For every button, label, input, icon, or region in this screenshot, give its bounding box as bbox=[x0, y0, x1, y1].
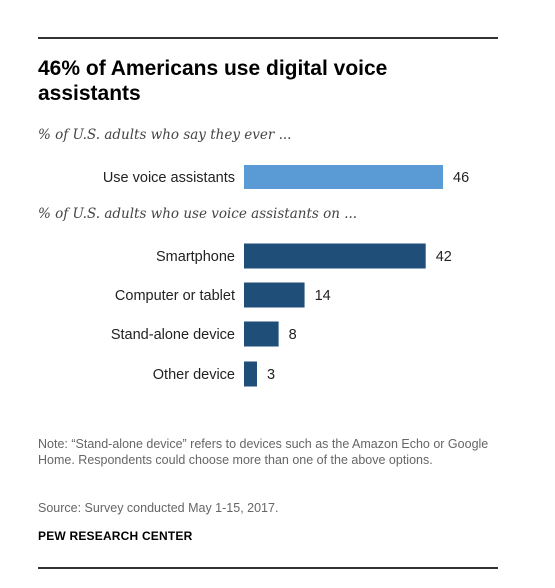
category-label-smartphone: Smartphone bbox=[156, 249, 235, 265]
top-rule bbox=[38, 37, 498, 39]
value-label-use-voice-assistants: 46 bbox=[453, 170, 469, 186]
bar-other-device bbox=[244, 361, 257, 387]
bar-use-voice-assistants bbox=[244, 165, 443, 189]
category-label-computer-or-tablet: Computer or tablet bbox=[115, 288, 235, 304]
category-label-use-voice-assistants: Use voice assistants bbox=[103, 170, 235, 186]
subtitle-ever: % of U.S. adults who say they ever ... bbox=[38, 127, 292, 143]
chart-title: 46% of Americans use digital voice assis… bbox=[38, 57, 388, 105]
category-label-stand-alone-device: Stand-alone device bbox=[111, 327, 235, 343]
bar-smartphone bbox=[244, 243, 426, 269]
value-label-computer-or-tablet: 14 bbox=[315, 288, 331, 304]
chart-source: Source: Survey conducted May 1-15, 2017. bbox=[38, 501, 279, 515]
bottom-rule bbox=[38, 567, 498, 569]
value-label-other-device: 3 bbox=[267, 367, 275, 383]
pew-credit: PEW RESEARCH CENTER bbox=[38, 529, 193, 543]
chart-note: Note: “Stand-alone device” refers to dev… bbox=[38, 437, 489, 467]
value-label-stand-alone-device: 8 bbox=[289, 327, 297, 343]
category-label-other-device: Other device bbox=[153, 367, 235, 383]
bar-stand-alone-device bbox=[244, 321, 279, 347]
bar-computer-or-tablet bbox=[244, 282, 305, 308]
bar-chart: Use voice assistants 46 Smartphone 42 Comput… bbox=[103, 165, 469, 387]
subtitle-devices: % of U.S. adults who use voice assistant… bbox=[38, 206, 358, 222]
value-label-smartphone: 42 bbox=[436, 249, 452, 265]
